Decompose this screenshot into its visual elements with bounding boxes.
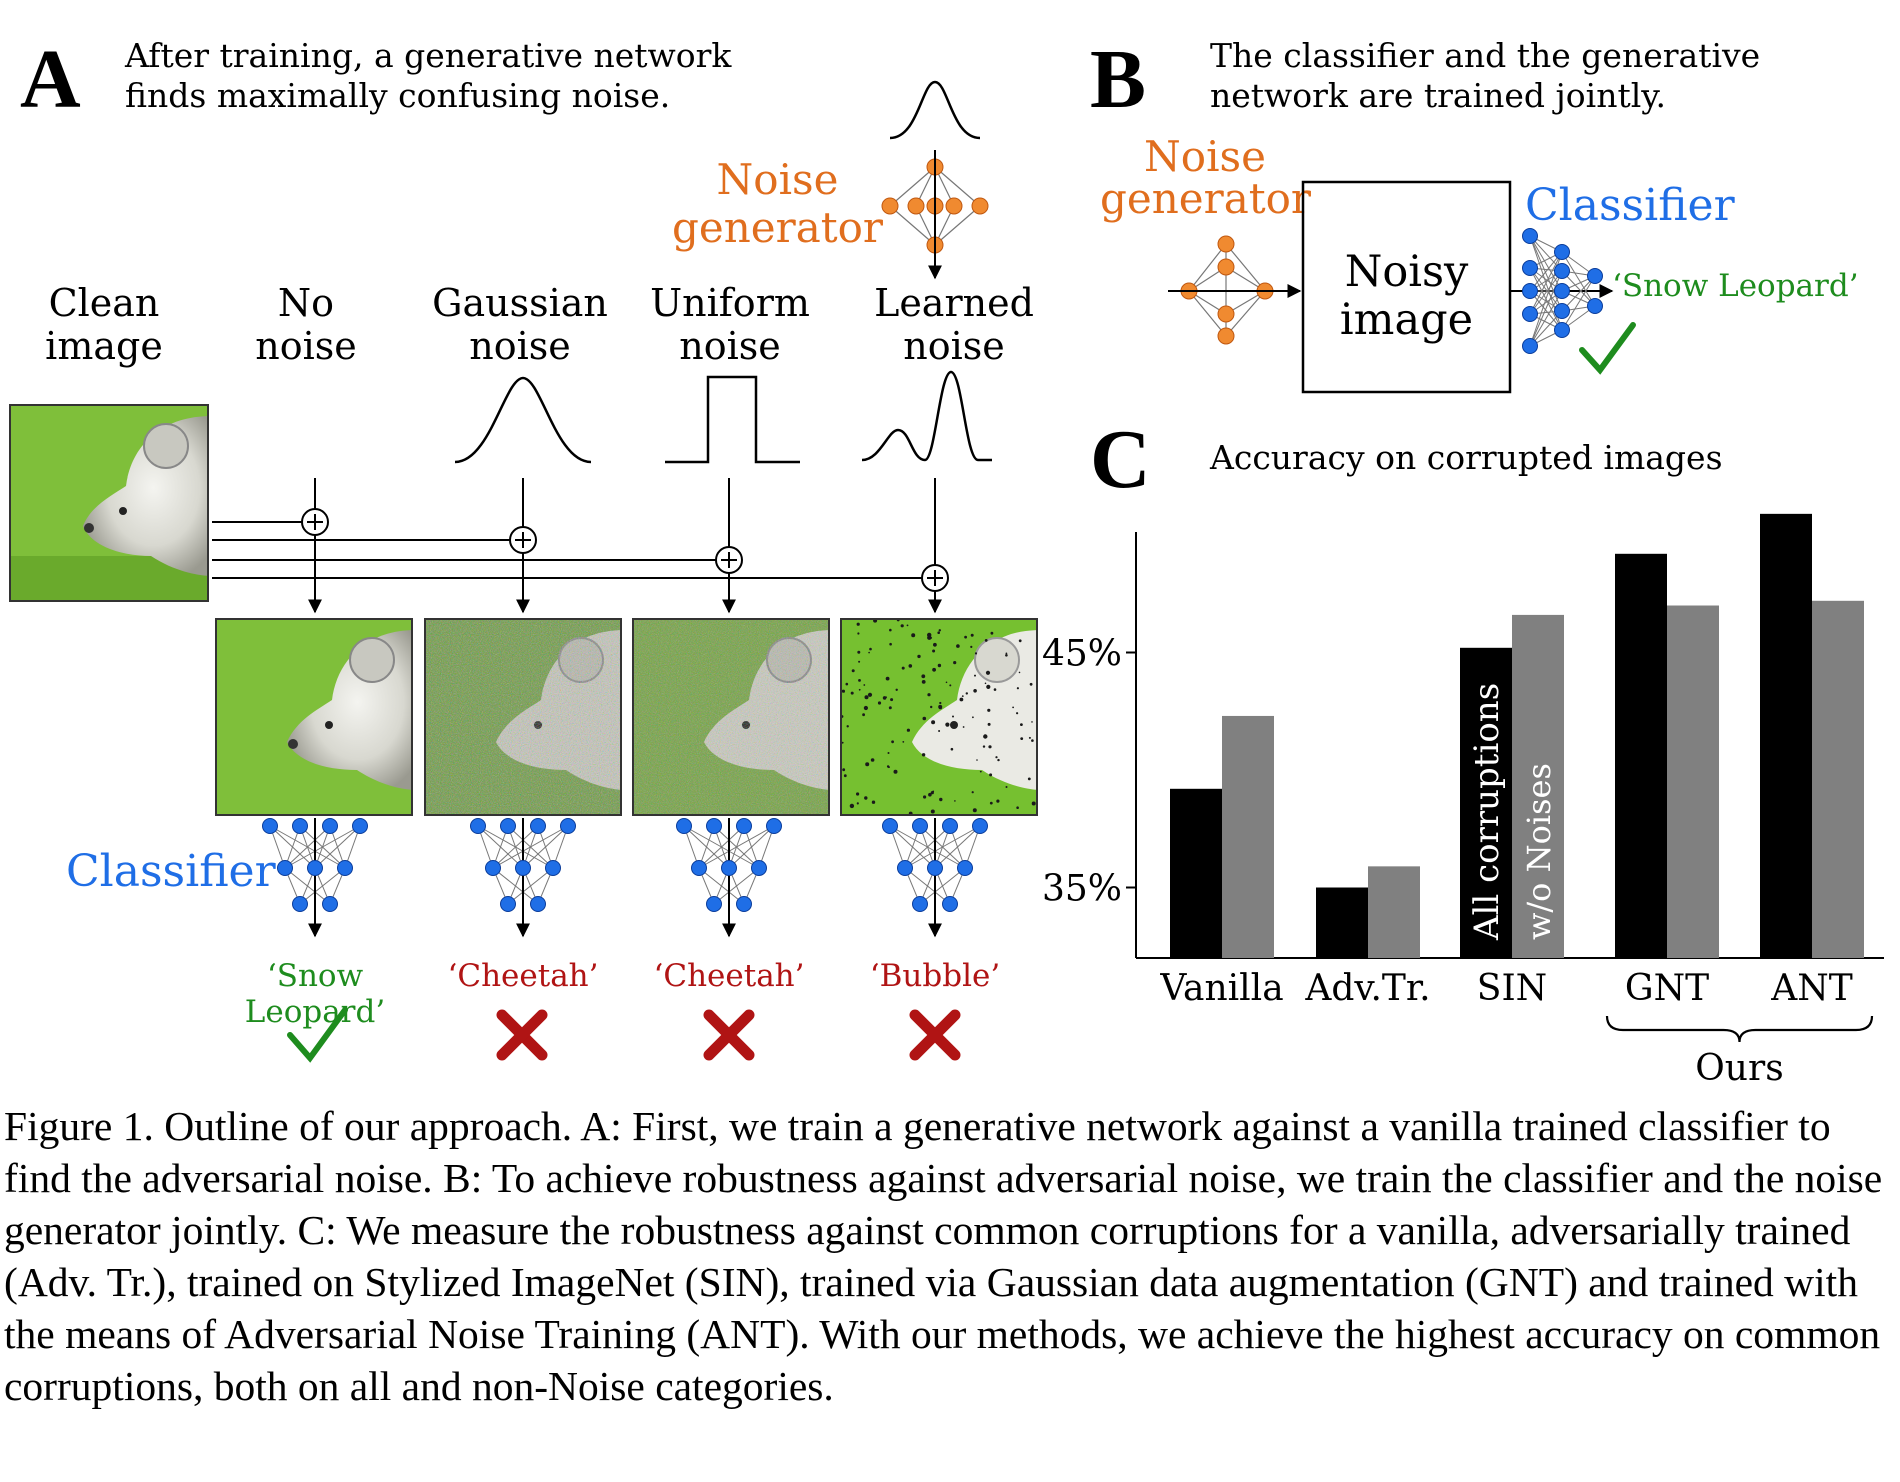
panel-b-noisy-image-label: Noisy image [1339, 247, 1474, 345]
panel-a-noise-generator-label: Noise generator [671, 155, 883, 252]
panel-b-caption: The classifier and the generative networ… [1210, 36, 1761, 115]
no-noise-check-icon [287, 1007, 348, 1063]
heading-gaussian-noise: Gaussian noise [432, 281, 608, 368]
panel-c-title: Accuracy on corrupted images [1210, 438, 1723, 477]
panel-b-letter: B [1090, 33, 1147, 126]
x-tick-label: GNT [1625, 968, 1709, 1009]
panel-b-noise-generator-label: Noise generator [1100, 132, 1312, 223]
x-tick-label: Adv.Tr. [1304, 968, 1430, 1009]
bar-gnt-all [1615, 553, 1667, 958]
classifier-network-icon [882, 818, 988, 938]
x-tick-label: Vanilla [1159, 968, 1283, 1009]
panel-b-prediction: ‘Snow Leopard’ [1612, 268, 1859, 304]
learned-cross-icon [909, 1009, 961, 1061]
series-label-all-corruptions: All corruptions [1467, 683, 1507, 941]
bar-vanilla-all [1170, 788, 1222, 958]
bar-adv-tr--wo-noises [1368, 866, 1420, 958]
panel-a-diagram [212, 80, 992, 1063]
y-tick-label: 45% [1042, 634, 1122, 675]
ours-group-label: Ours [1695, 1048, 1783, 1089]
classifier-network-icon [470, 818, 576, 938]
uniform-cross-icon [703, 1009, 755, 1061]
heading-uniform-noise: Uniform noise [650, 281, 810, 368]
classifier-network-icon [676, 818, 782, 938]
clean-image-photo [9, 404, 209, 602]
accuracy-bar-chart: 35% 45% Vanilla Adv.Tr. SIN GNT ANT All corrupt… [1042, 513, 1884, 1089]
panel-b-diagram [1168, 180, 1636, 394]
classifier-network-icon [262, 818, 368, 938]
panel-a-classifier-networks [262, 818, 988, 938]
learned-curve [861, 370, 992, 462]
gaussian-noise-photo [424, 618, 622, 816]
gaussian-noise-prediction: ‘Cheetah’ [447, 958, 599, 994]
uniform-curve [665, 375, 800, 464]
panel-a-caption: After training, a generative network fin… [125, 36, 732, 115]
learned-noise-photo [840, 618, 1038, 816]
y-tick-label: 35% [1042, 869, 1122, 910]
panel-b-check-icon [1579, 322, 1636, 375]
heading-no-noise: No noise [255, 281, 357, 368]
panel-a-letter: A [20, 33, 81, 126]
panel-c-letter: C [1090, 413, 1151, 506]
bar-gnt-wo-noises [1667, 605, 1719, 958]
uniform-noise-photo [632, 618, 830, 816]
bar-sin-wo-noises [1512, 614, 1564, 958]
panel-b-classifier-icon [1522, 228, 1603, 354]
uniform-noise-prediction: ‘Cheetah’ [653, 958, 805, 994]
heading-clean-image: Clean image [45, 281, 163, 368]
series-label-wo-noises: w/o Noises [1520, 763, 1558, 940]
noisy-image-box [1301, 180, 1512, 394]
learned-noise-prediction: ‘Bubble’ [869, 958, 1001, 994]
x-tick-label: SIN [1477, 968, 1547, 1009]
gaussian-cross-icon [496, 1009, 548, 1061]
no-noise-photo [215, 618, 413, 816]
bar-vanilla-wo-noises [1222, 715, 1274, 958]
bar-sin-all [1460, 647, 1512, 958]
ours-brace [1605, 1015, 1874, 1043]
no-noise-prediction: ‘Snow Leopard’ [244, 958, 386, 1030]
bar-ant-all [1760, 513, 1812, 958]
gaussian-curve [454, 376, 592, 464]
panel-b-classifier-label: Classifier [1525, 180, 1735, 231]
bar-adv-tr--all [1316, 887, 1368, 958]
x-tick-label: ANT [1770, 968, 1853, 1009]
heading-learned-noise: Learned noise [874, 281, 1034, 368]
panel-a-classifier-label: Classifier [66, 846, 276, 897]
generator-input-distribution [889, 80, 981, 140]
figure-caption: Figure 1. Outline of our approach. A: Fi… [4, 1103, 1883, 1409]
bar-ant-wo-noises [1812, 600, 1864, 958]
